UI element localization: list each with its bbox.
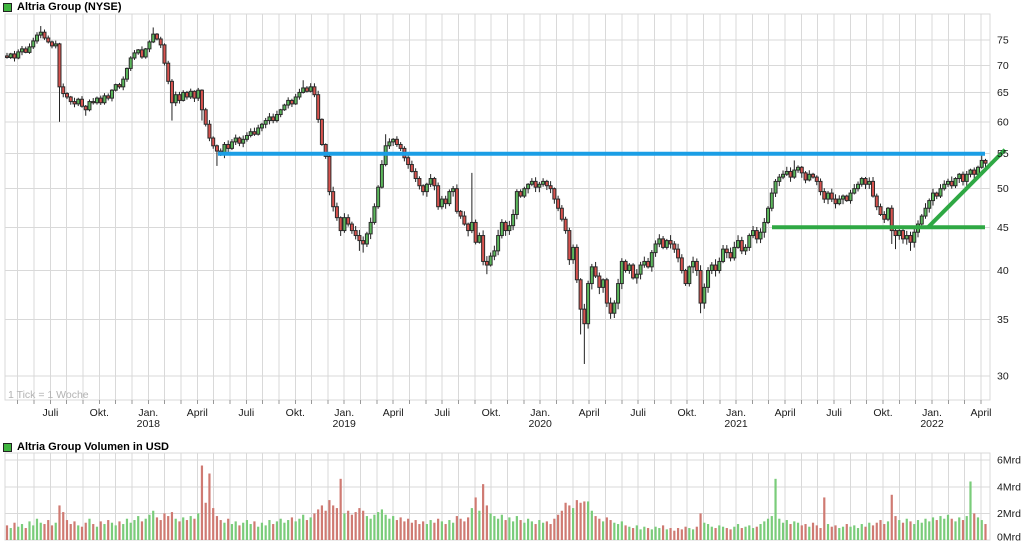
- x-axis-month-label: Okt.: [482, 407, 501, 419]
- chart-title: Altria Group (NYSE): [17, 1, 122, 13]
- x-axis-month-label: April: [775, 407, 796, 419]
- x-axis-month-label: Juli: [238, 407, 254, 419]
- legend-swatch-icon: [3, 3, 12, 12]
- x-axis-month-label: Jan.: [726, 407, 746, 419]
- x-axis-year-label: 2018: [137, 418, 161, 430]
- candles: [5, 26, 988, 364]
- x-axis-month-label: Jan.: [530, 407, 550, 419]
- volume-chart-legend: Altria Group Volumen in USD: [3, 442, 169, 453]
- x-axis-month-label: April: [187, 407, 208, 419]
- x-axis-month-label: Okt.: [677, 407, 696, 419]
- x-axis-month-label: Jan.: [334, 407, 354, 419]
- price-axis-tick-label: 50: [997, 183, 1009, 195]
- x-axis-month-label: Juli: [630, 407, 646, 419]
- tick-interval-note: 1 Tick = 1 Woche: [8, 389, 89, 401]
- price-axis-tick-label: 35: [997, 314, 1009, 326]
- volume-axis-tick-label: 0Mrd: [997, 532, 1021, 544]
- x-axis-month-label: April: [383, 407, 404, 419]
- x-axis-year-label: 2021: [724, 418, 748, 430]
- price-axis-tick-label: 55: [997, 148, 1009, 160]
- price-axis-tick-label: 40: [997, 265, 1009, 277]
- trend-annotations: [218, 148, 1007, 230]
- x-axis-month-label: Juli: [826, 407, 842, 419]
- price-axis-tick-label: 70: [997, 60, 1009, 72]
- x-axis-month-label: Okt.: [286, 407, 305, 419]
- volume-axis-tick-label: 2Mrd: [997, 508, 1021, 520]
- price-axis-tick-label: 30: [997, 371, 1009, 383]
- x-axis-year-label: 2022: [920, 418, 944, 430]
- volume-axis-tick-label: 4Mrd: [997, 481, 1021, 493]
- x-axis-year-label: 2019: [333, 418, 357, 430]
- price-axis-tick-label: 45: [997, 222, 1009, 234]
- price-chart-legend: Altria Group (NYSE): [3, 2, 122, 13]
- rising-trend-line: [926, 148, 1007, 229]
- price-axis-tick-label: 75: [997, 35, 1009, 47]
- x-axis-month-label: April: [970, 407, 991, 419]
- x-axis-year-label: 2020: [529, 418, 553, 430]
- x-axis-month-label: Okt.: [873, 407, 892, 419]
- price-axis-tick-label: 65: [997, 87, 1009, 99]
- x-axis-month-label: April: [579, 407, 600, 419]
- x-axis-month-label: Okt.: [90, 407, 109, 419]
- legend-swatch-icon: [3, 443, 12, 452]
- volume-axis-tick-label: 6Mrd: [997, 455, 1021, 467]
- x-axis-month-label: Juli: [43, 407, 59, 419]
- grid-lines: [4, 13, 991, 541]
- volume-chart-title: Altria Group Volumen in USD: [17, 441, 169, 453]
- x-axis-month-label: Jan.: [138, 407, 158, 419]
- x-axis-month-label: Juli: [434, 407, 450, 419]
- price-axis-tick-label: 60: [997, 116, 1009, 128]
- x-axis-month-label: Jan.: [922, 407, 942, 419]
- volume-bars: [5, 465, 987, 540]
